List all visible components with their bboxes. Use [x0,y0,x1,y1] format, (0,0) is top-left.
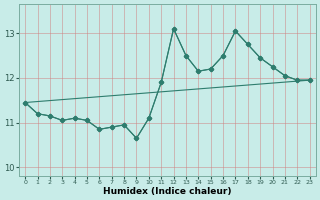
X-axis label: Humidex (Indice chaleur): Humidex (Indice chaleur) [103,187,232,196]
